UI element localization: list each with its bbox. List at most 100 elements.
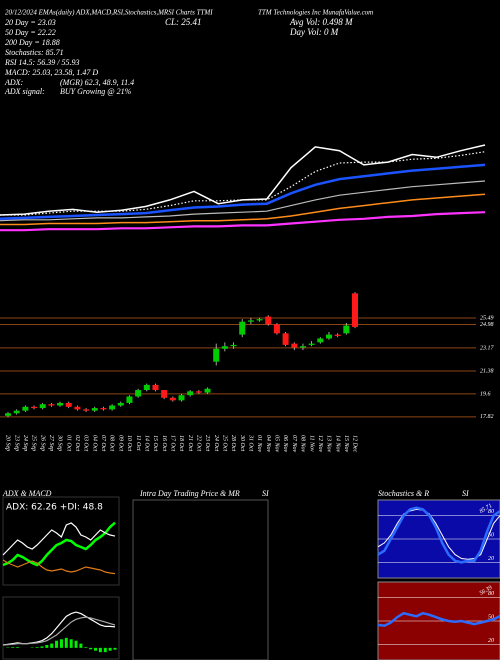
candle-body (299, 346, 306, 348)
candle-body (169, 397, 176, 401)
histogram-bar (50, 643, 54, 648)
candle-body (282, 333, 289, 345)
series-line (2, 559, 116, 575)
histogram-bar (11, 647, 15, 648)
candle-body (161, 390, 168, 398)
series-line (2, 616, 116, 646)
histogram-bar (98, 647, 102, 653)
histogram-bar (89, 647, 93, 650)
header-text: BUY Growing @ 21% (60, 87, 132, 96)
x-tick-label: 28 Oct (230, 435, 236, 451)
x-tick-label: 03 Oct (83, 435, 89, 451)
candle-body (213, 348, 220, 362)
series-line (2, 521, 116, 567)
x-tick-label: 25 Oct (222, 435, 228, 451)
x-tick-label: 27 Sep (48, 435, 54, 451)
candle-body (308, 343, 315, 345)
x-tick-label: 07 Oct (100, 435, 106, 451)
panel-title: Stochastics & R (378, 489, 429, 498)
candle-body (126, 396, 133, 403)
candle-body (109, 405, 116, 410)
candle-body (83, 409, 90, 411)
header-text: 50 Day = 22.22 (5, 28, 56, 37)
y-tick-label: 25.49 (480, 314, 494, 321)
y-tick-label: 17.82 (480, 414, 494, 420)
candle-body (135, 390, 142, 397)
header-text: CL: 25.41 (165, 17, 202, 27)
panel-title: SI (262, 489, 269, 498)
candle-body (117, 402, 124, 406)
candle-body (178, 395, 185, 401)
candle-body (256, 319, 263, 321)
x-tick-label: 22 Oct (195, 435, 201, 451)
candle-body (39, 404, 46, 409)
y-tick-label: 80 (488, 509, 494, 515)
header-text: (MGR) 62.3, 48.9, 11.4 (60, 78, 134, 87)
panel-title: ADX & MACD (2, 489, 52, 498)
candle-body (291, 343, 298, 348)
histogram-bar (40, 646, 44, 648)
series-line (0, 180, 486, 222)
header-text: Day Vol: 0 M (289, 27, 339, 37)
series-line (0, 193, 486, 226)
candle-body (317, 338, 324, 343)
x-tick-label: 23 Sep (13, 435, 19, 451)
histogram-bar (69, 639, 73, 648)
x-tick-label: 11 Oct (135, 435, 141, 451)
y-tick-label: 20 (488, 638, 494, 644)
candle-body (31, 406, 38, 409)
series-line (0, 151, 486, 216)
x-tick-label: 10 Oct (126, 435, 132, 451)
histogram-bar (103, 647, 107, 653)
candle-body (352, 293, 358, 327)
x-tick-label: 16 Oct (161, 435, 167, 451)
candle-body (65, 402, 72, 407)
histogram-bar (94, 647, 98, 651)
histogram-bar (35, 647, 39, 648)
y-tick-label: 20 (488, 556, 494, 562)
x-tick-label: 26 Sep (39, 435, 45, 451)
x-tick-label: 04 Nov (265, 435, 272, 453)
panel-annotation: 85.71 (479, 503, 494, 515)
x-tick-label: 15 Oct (152, 435, 158, 451)
x-tick-label: 20 Sep (5, 435, 11, 451)
candle-body (57, 402, 64, 406)
series-line (0, 163, 486, 221)
x-tick-label: 12 Nov (317, 435, 323, 453)
x-tick-label: 15 Nov (343, 435, 349, 453)
x-tick-label: 01 Oct (65, 435, 71, 451)
x-tick-label: 13 Nov (326, 435, 332, 453)
candle-body (143, 384, 150, 391)
candle-body (343, 325, 350, 334)
header-text: ADX signal: (4, 87, 45, 96)
x-tick-label: 24 Oct (213, 435, 220, 451)
x-tick-label: 09 Oct (117, 435, 123, 451)
histogram-bar (45, 645, 49, 648)
panel-bg (132, 499, 269, 660)
x-tick-label: 21 Oct (187, 435, 193, 451)
candle-body (195, 391, 202, 393)
x-tick-label: 04 Oct (91, 435, 98, 451)
y-tick-label: 80 (488, 591, 494, 597)
y-tick-label: 23.17 (480, 345, 495, 351)
candle-body (152, 384, 159, 391)
x-tick-label: 30 Oct (239, 434, 245, 451)
header-text: 20 Day = 23.03 (5, 18, 56, 27)
candle-body (265, 316, 272, 325)
x-tick-label: 05 Nov (274, 435, 280, 453)
candle-body (325, 334, 332, 339)
header-text: RSI 14.5: 56.39 / 55.93 (4, 58, 79, 67)
y-tick-label: 50 (488, 532, 494, 538)
header-text: Avg Vol: 0.498 M (289, 17, 353, 27)
x-tick-label: 11 Nov (308, 435, 314, 452)
histogram-bar (79, 643, 83, 648)
x-tick-label: 25 Sep (31, 435, 37, 451)
histogram-bar (113, 647, 117, 650)
candle-body (187, 391, 194, 396)
header-text: 200 Day = 18.88 (5, 38, 60, 47)
candle-body (5, 413, 11, 416)
x-tick-label: 24 Sep (22, 435, 29, 451)
candle-body (48, 404, 55, 406)
histogram-bar (64, 637, 68, 648)
